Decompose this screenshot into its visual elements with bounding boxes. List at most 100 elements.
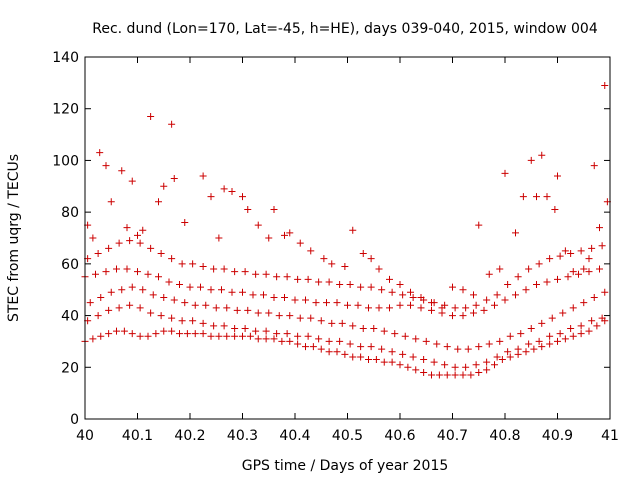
data-point-base_track bbox=[286, 337, 294, 345]
data-point-base_track bbox=[561, 335, 569, 343]
data-points bbox=[81, 81, 611, 379]
data-point-base_track bbox=[302, 343, 309, 351]
data-point-upper_mid_track bbox=[155, 273, 162, 281]
data-point-lower_mid_track bbox=[273, 330, 281, 338]
data-point-base_track bbox=[317, 345, 325, 353]
y-tick-label: 100 bbox=[52, 153, 79, 169]
data-point-middle_track bbox=[359, 325, 367, 332]
data-point-base_track bbox=[396, 361, 404, 369]
data-point-scattered_high bbox=[496, 265, 504, 273]
data-point-lower_mid_track bbox=[367, 343, 375, 351]
data-point-scattered_high bbox=[96, 149, 104, 157]
data-point-scattered_high bbox=[207, 193, 215, 201]
data-point-lower_mid_track bbox=[115, 304, 123, 312]
data-point-upper_mid_track bbox=[92, 270, 99, 278]
x-tick-label: 40.8 bbox=[489, 428, 520, 444]
data-point-upper_mid_track bbox=[449, 312, 456, 320]
data-point-upper_mid_track bbox=[102, 268, 110, 276]
plot-frame bbox=[84, 56, 611, 420]
data-point-upper_mid_track bbox=[585, 268, 593, 276]
data-point-middle_track bbox=[401, 332, 409, 340]
data-point-middle_track bbox=[139, 286, 147, 294]
data-point-scattered_high bbox=[417, 293, 425, 301]
data-point-scattered_high bbox=[139, 226, 147, 234]
data-point-scattered_high bbox=[328, 260, 336, 268]
x-axis-ticks: 40 40.1 40.2 40.3 40.4 40.5 40.6 40.7 40.8 40.9 41 bbox=[76, 57, 619, 444]
data-point-high_track bbox=[399, 291, 407, 299]
x-tick-label: 41 bbox=[601, 428, 619, 444]
data-point-scattered_high bbox=[359, 250, 367, 258]
data-point-scattered_high bbox=[123, 224, 131, 232]
data-point-scattered_high bbox=[281, 231, 288, 239]
x-tick-label: 40.1 bbox=[122, 428, 153, 444]
data-point-base_track bbox=[530, 345, 538, 353]
y-tick-label: 40 bbox=[61, 309, 79, 325]
data-point-upper_mid_track bbox=[186, 283, 194, 291]
data-point-middle_track bbox=[296, 314, 304, 322]
data-point-scattered_high bbox=[554, 172, 561, 180]
data-point-upper_mid_track bbox=[323, 299, 330, 307]
data-point-scattered_high bbox=[580, 265, 588, 273]
data-point-middle_track bbox=[317, 317, 325, 325]
data-point-scattered_high bbox=[160, 182, 168, 190]
data-point-high_track bbox=[94, 250, 102, 258]
data-point-base_track bbox=[215, 332, 223, 340]
data-point-base_track bbox=[443, 371, 451, 379]
data-point-base_track bbox=[97, 332, 105, 340]
data-point-upper_mid_track bbox=[354, 301, 362, 309]
data-point-upper_mid_track bbox=[522, 286, 530, 294]
data-point-middle_track bbox=[107, 288, 115, 296]
data-point-scattered_high bbox=[254, 221, 262, 229]
data-point-high_track bbox=[157, 250, 165, 258]
data-point-upper_mid_track bbox=[281, 293, 288, 301]
data-point-base_track bbox=[451, 371, 459, 379]
data-point-high_track bbox=[178, 260, 186, 268]
data-point-middle_track bbox=[160, 293, 168, 301]
data-point-upper_mid_track bbox=[239, 288, 246, 296]
data-point-scattered_high bbox=[601, 81, 609, 89]
data-point-high_track bbox=[535, 260, 543, 268]
data-point-scattered_high bbox=[320, 255, 328, 263]
data-point-base_track bbox=[152, 330, 160, 338]
data-point-upper_mid_track bbox=[270, 293, 278, 301]
data-point-base_track bbox=[569, 332, 577, 340]
data-point-middle_track bbox=[517, 330, 525, 338]
data-point-scattered_high bbox=[349, 226, 357, 234]
data-point-upper_mid_track bbox=[260, 291, 267, 299]
data-point-base_track bbox=[498, 356, 506, 364]
data-point-base_track bbox=[325, 348, 333, 356]
data-point-lower_mid_track bbox=[199, 319, 207, 327]
x-axis-label: GPS time / Days of year 2015 bbox=[242, 458, 449, 474]
data-point-scattered_high bbox=[501, 169, 509, 177]
y-tick-label: 120 bbox=[52, 102, 79, 118]
data-point-lower_mid_track bbox=[231, 325, 239, 332]
data-point-scattered_high bbox=[244, 206, 252, 214]
data-point-base_track bbox=[168, 327, 176, 335]
data-point-scattered_high bbox=[215, 234, 223, 242]
data-point-base_track bbox=[105, 330, 113, 338]
data-point-scattered_high bbox=[386, 275, 393, 283]
data-point-upper_mid_track bbox=[144, 270, 152, 278]
data-point-base_track bbox=[538, 343, 546, 351]
data-point-middle_track bbox=[86, 299, 94, 307]
data-point-upper_mid_track bbox=[291, 296, 299, 304]
data-point-middle_track bbox=[569, 304, 577, 312]
data-point-high_track bbox=[105, 244, 113, 252]
data-point-lower_mid_track bbox=[241, 325, 249, 332]
data-point-high_track bbox=[241, 268, 249, 276]
data-point-upper_mid_track bbox=[491, 301, 498, 309]
data-point-scattered_high bbox=[428, 299, 435, 307]
data-point-lower_mid_track bbox=[126, 301, 134, 309]
data-point-lower_mid_track bbox=[430, 358, 438, 366]
data-point-middle_track bbox=[380, 327, 388, 335]
data-point-base_track bbox=[428, 371, 435, 379]
data-point-upper_mid_track bbox=[575, 270, 582, 278]
data-point-middle_track bbox=[590, 293, 598, 301]
data-point-high_track bbox=[472, 301, 480, 309]
data-point-high_track bbox=[115, 239, 123, 247]
data-point-lower_mid_track bbox=[462, 363, 470, 371]
data-point-middle_track bbox=[548, 314, 556, 322]
data-point-middle_track bbox=[559, 309, 567, 317]
data-point-middle_track bbox=[580, 299, 588, 307]
data-point-high_track bbox=[357, 283, 365, 291]
